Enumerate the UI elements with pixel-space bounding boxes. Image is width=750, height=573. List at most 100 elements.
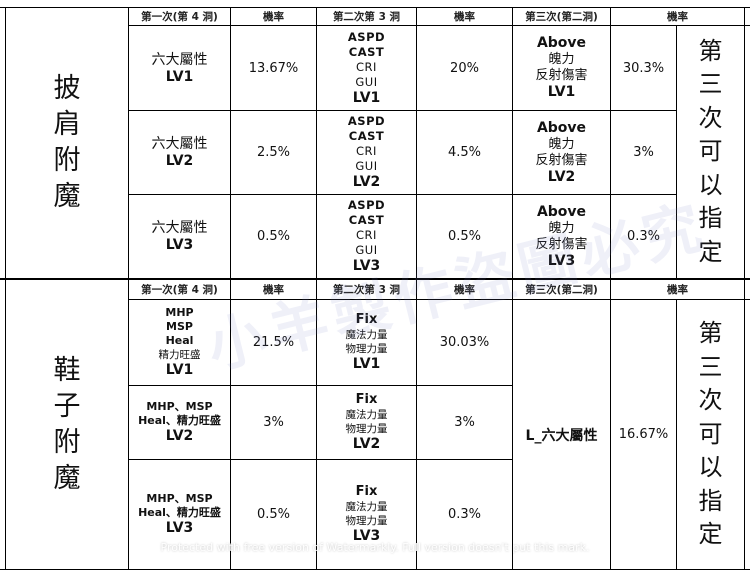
shoe-first-rate: 21.5% [252, 335, 295, 350]
option-text: CRI [356, 144, 377, 158]
option-text: CAST [348, 129, 385, 143]
shoe-second-option: Fix 魔法力量 物理力量 LV1 [317, 300, 416, 385]
option-text: Fix [355, 484, 378, 499]
option-text: Above [536, 119, 587, 136]
option-level: LV1 [165, 68, 194, 85]
cloak-second-rate: 20% [450, 60, 479, 76]
grid-line [5, 7, 6, 570]
option-text: Fix [355, 392, 378, 407]
option-level: LV3 [165, 237, 194, 253]
option-text: 反射傷害 [535, 152, 588, 168]
option-text: ASPD [347, 29, 386, 44]
cloak-second-option: ASPD CAST CRI GUI LV1 [317, 26, 416, 110]
grid-line [676, 25, 677, 278]
note-char: 次 [698, 103, 723, 132]
header-rate: 機率 [667, 11, 688, 23]
grid-line [0, 7, 750, 8]
header-second: 第二次第 3 洞 [332, 11, 401, 23]
option-text: Fix [355, 312, 378, 327]
title-char: 鞋 [53, 354, 81, 386]
option-text: Heal [165, 334, 194, 347]
note-char: 以 [698, 170, 723, 199]
option-text: ASPD [347, 198, 386, 212]
option-text: GUI [355, 74, 378, 89]
cloak-first-option: 六大屬性 LV1 [129, 26, 230, 110]
option-text: 物理力量 [345, 515, 388, 527]
shoe-second-rate: 0.3% [447, 507, 482, 522]
cloak-second-rate: 4.5% [447, 145, 482, 160]
header-third: 第三次(第二洞) [525, 11, 598, 23]
grid-line [128, 459, 512, 460]
shoe-first-rate: 3% [263, 415, 284, 430]
option-level: LV2 [165, 428, 194, 444]
option-text: MHP、MSP [146, 492, 213, 505]
option-level: LV2 [547, 168, 576, 185]
grid-line [0, 569, 750, 570]
grid-line [416, 7, 417, 570]
cloak-first-rate: 2.5% [256, 145, 291, 160]
cloak-first-option: 六大屬性 LV2 [129, 111, 230, 194]
note-char: 第 [698, 319, 723, 348]
option-level: LV2 [165, 153, 194, 169]
title-char: 魔 [53, 181, 81, 212]
grid-line [128, 194, 676, 195]
option-text: 六大屬性 [151, 136, 208, 152]
shoe-first-option: MHP MSP Heal 精力旺盛 LV1 [129, 300, 230, 385]
option-text: CAST [348, 44, 385, 59]
option-text: CAST [348, 213, 385, 227]
shoe-second-rate: 30.03% [439, 335, 490, 350]
note-char: 定 [698, 520, 723, 549]
option-text: 魔法力量 [345, 409, 388, 421]
grid-line [0, 278, 750, 280]
grid-line [128, 25, 750, 26]
option-text: 魔法力量 [345, 329, 388, 341]
option-text: 物理力量 [345, 423, 388, 435]
shoe-third-rate: 16.67% [618, 427, 669, 442]
shoe-first-rate: 0.5% [256, 507, 291, 522]
option-level: LV3 [352, 528, 381, 544]
cloak-third-option: Above 魄力 反射傷害 LV3 [513, 195, 610, 278]
title-char: 肩 [53, 109, 81, 140]
header-rate: 機率 [263, 284, 284, 296]
title-char: 附 [53, 426, 81, 458]
grid-line [316, 7, 317, 570]
header-first: 第一次(第 4 洞) [141, 11, 218, 23]
shoe-second-rate: 3% [454, 415, 475, 430]
option-text: 精力旺盛 [158, 349, 201, 361]
header-second: 第二次第 3 洞 [332, 284, 401, 296]
section-title-cloak: 披 肩 附 魔 [6, 8, 128, 278]
option-text: 物理力量 [345, 343, 388, 355]
option-text: ASPD [347, 114, 386, 128]
option-text: Above [536, 203, 587, 220]
header-rate: 機率 [667, 284, 688, 296]
cloak-second-option: ASPD CAST CRI GUI LV3 [317, 195, 416, 278]
option-level: LV2 [352, 436, 381, 452]
note-char: 可 [698, 419, 723, 448]
header-first: 第一次(第 4 洞) [141, 284, 218, 296]
shoe-first-option: MHP、MSP Heal、精力旺盛 LV2 [129, 386, 230, 459]
grid-line [128, 385, 512, 386]
option-text: 魄力 [548, 220, 575, 236]
header-rate: 機率 [454, 284, 475, 296]
note-char: 次 [698, 386, 723, 415]
grid-line [230, 7, 231, 570]
title-char: 附 [53, 145, 81, 176]
option-level: LV1 [165, 362, 194, 378]
option-text: 六大屬性 [151, 220, 208, 236]
cloak-third-option: Above 魄力 反射傷害 LV1 [513, 26, 610, 110]
option-text: 六大屬性 [151, 51, 208, 68]
note-char: 三 [698, 352, 723, 381]
option-text: 反射傷害 [535, 68, 588, 83]
option-text: Heal、精力旺盛 [138, 414, 221, 427]
option-text: MHP [165, 306, 194, 319]
shoe-third-option: L_六大屬性 [525, 427, 598, 444]
cloak-third-rate: 3% [633, 145, 654, 160]
title-char: 子 [53, 390, 81, 422]
option-text: MHP、MSP [146, 400, 213, 413]
option-level: LV1 [352, 356, 381, 372]
grid-line [128, 7, 129, 570]
option-level: LV1 [352, 89, 381, 106]
option-text: MSP [166, 320, 193, 333]
grid-line [610, 7, 611, 570]
